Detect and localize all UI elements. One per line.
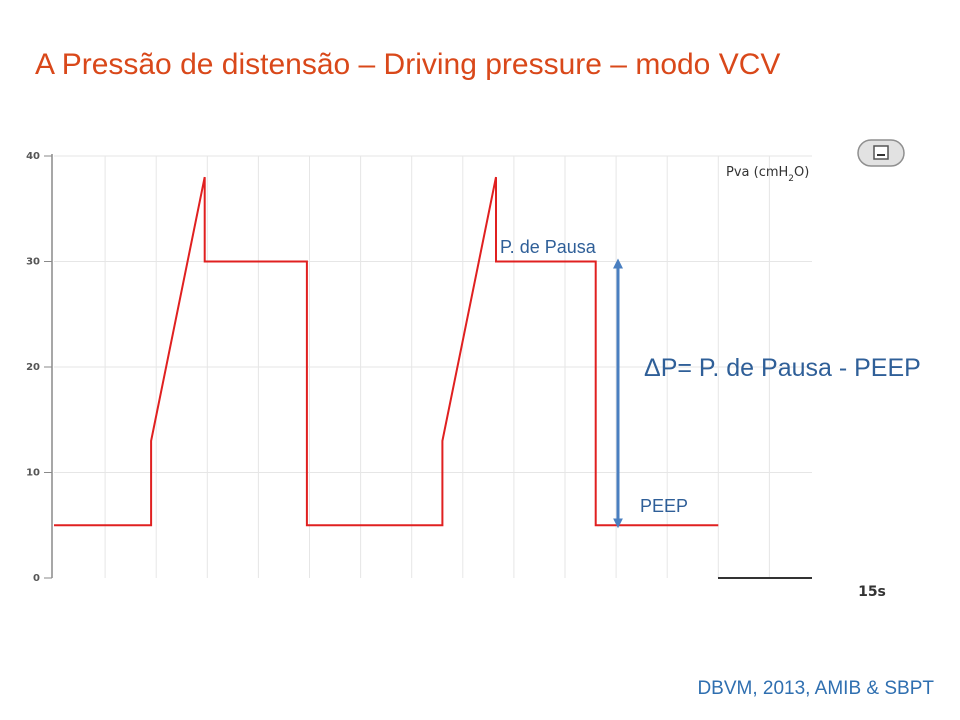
y-tick-label: 30: [26, 257, 40, 268]
y-tick-label: 20: [26, 362, 40, 373]
chart-annotations: P. de Pausa PEEP ΔP= P. de Pausa - PEEP: [500, 237, 921, 529]
chart-series: [54, 176, 719, 527]
citation: DBVM, 2013, AMIB & SBPT: [697, 678, 934, 699]
slide-title: A Pressão de distensão – Driving pressur…: [35, 48, 781, 81]
y-tick-label: 0: [33, 573, 40, 584]
peep-label: PEEP: [640, 496, 688, 516]
chart-axes: 0 10 20 30 40 15s Pva (cmH2O): [26, 139, 905, 600]
minimize-button-icon[interactable]: [857, 139, 905, 167]
driving-pressure-formula: ΔP= P. de Pausa - PEEP: [644, 354, 921, 382]
minimize-glyph-box: [873, 145, 889, 160]
y-tick-label: 10: [26, 468, 40, 479]
pressure-trace: [54, 176, 719, 527]
y-tick-label: 40: [26, 151, 40, 162]
x-axis-label: 15s: [858, 584, 886, 600]
plateau-pressure-label: P. de Pausa: [500, 237, 597, 257]
y-axis-label: Pva (cmH2O): [726, 165, 809, 184]
